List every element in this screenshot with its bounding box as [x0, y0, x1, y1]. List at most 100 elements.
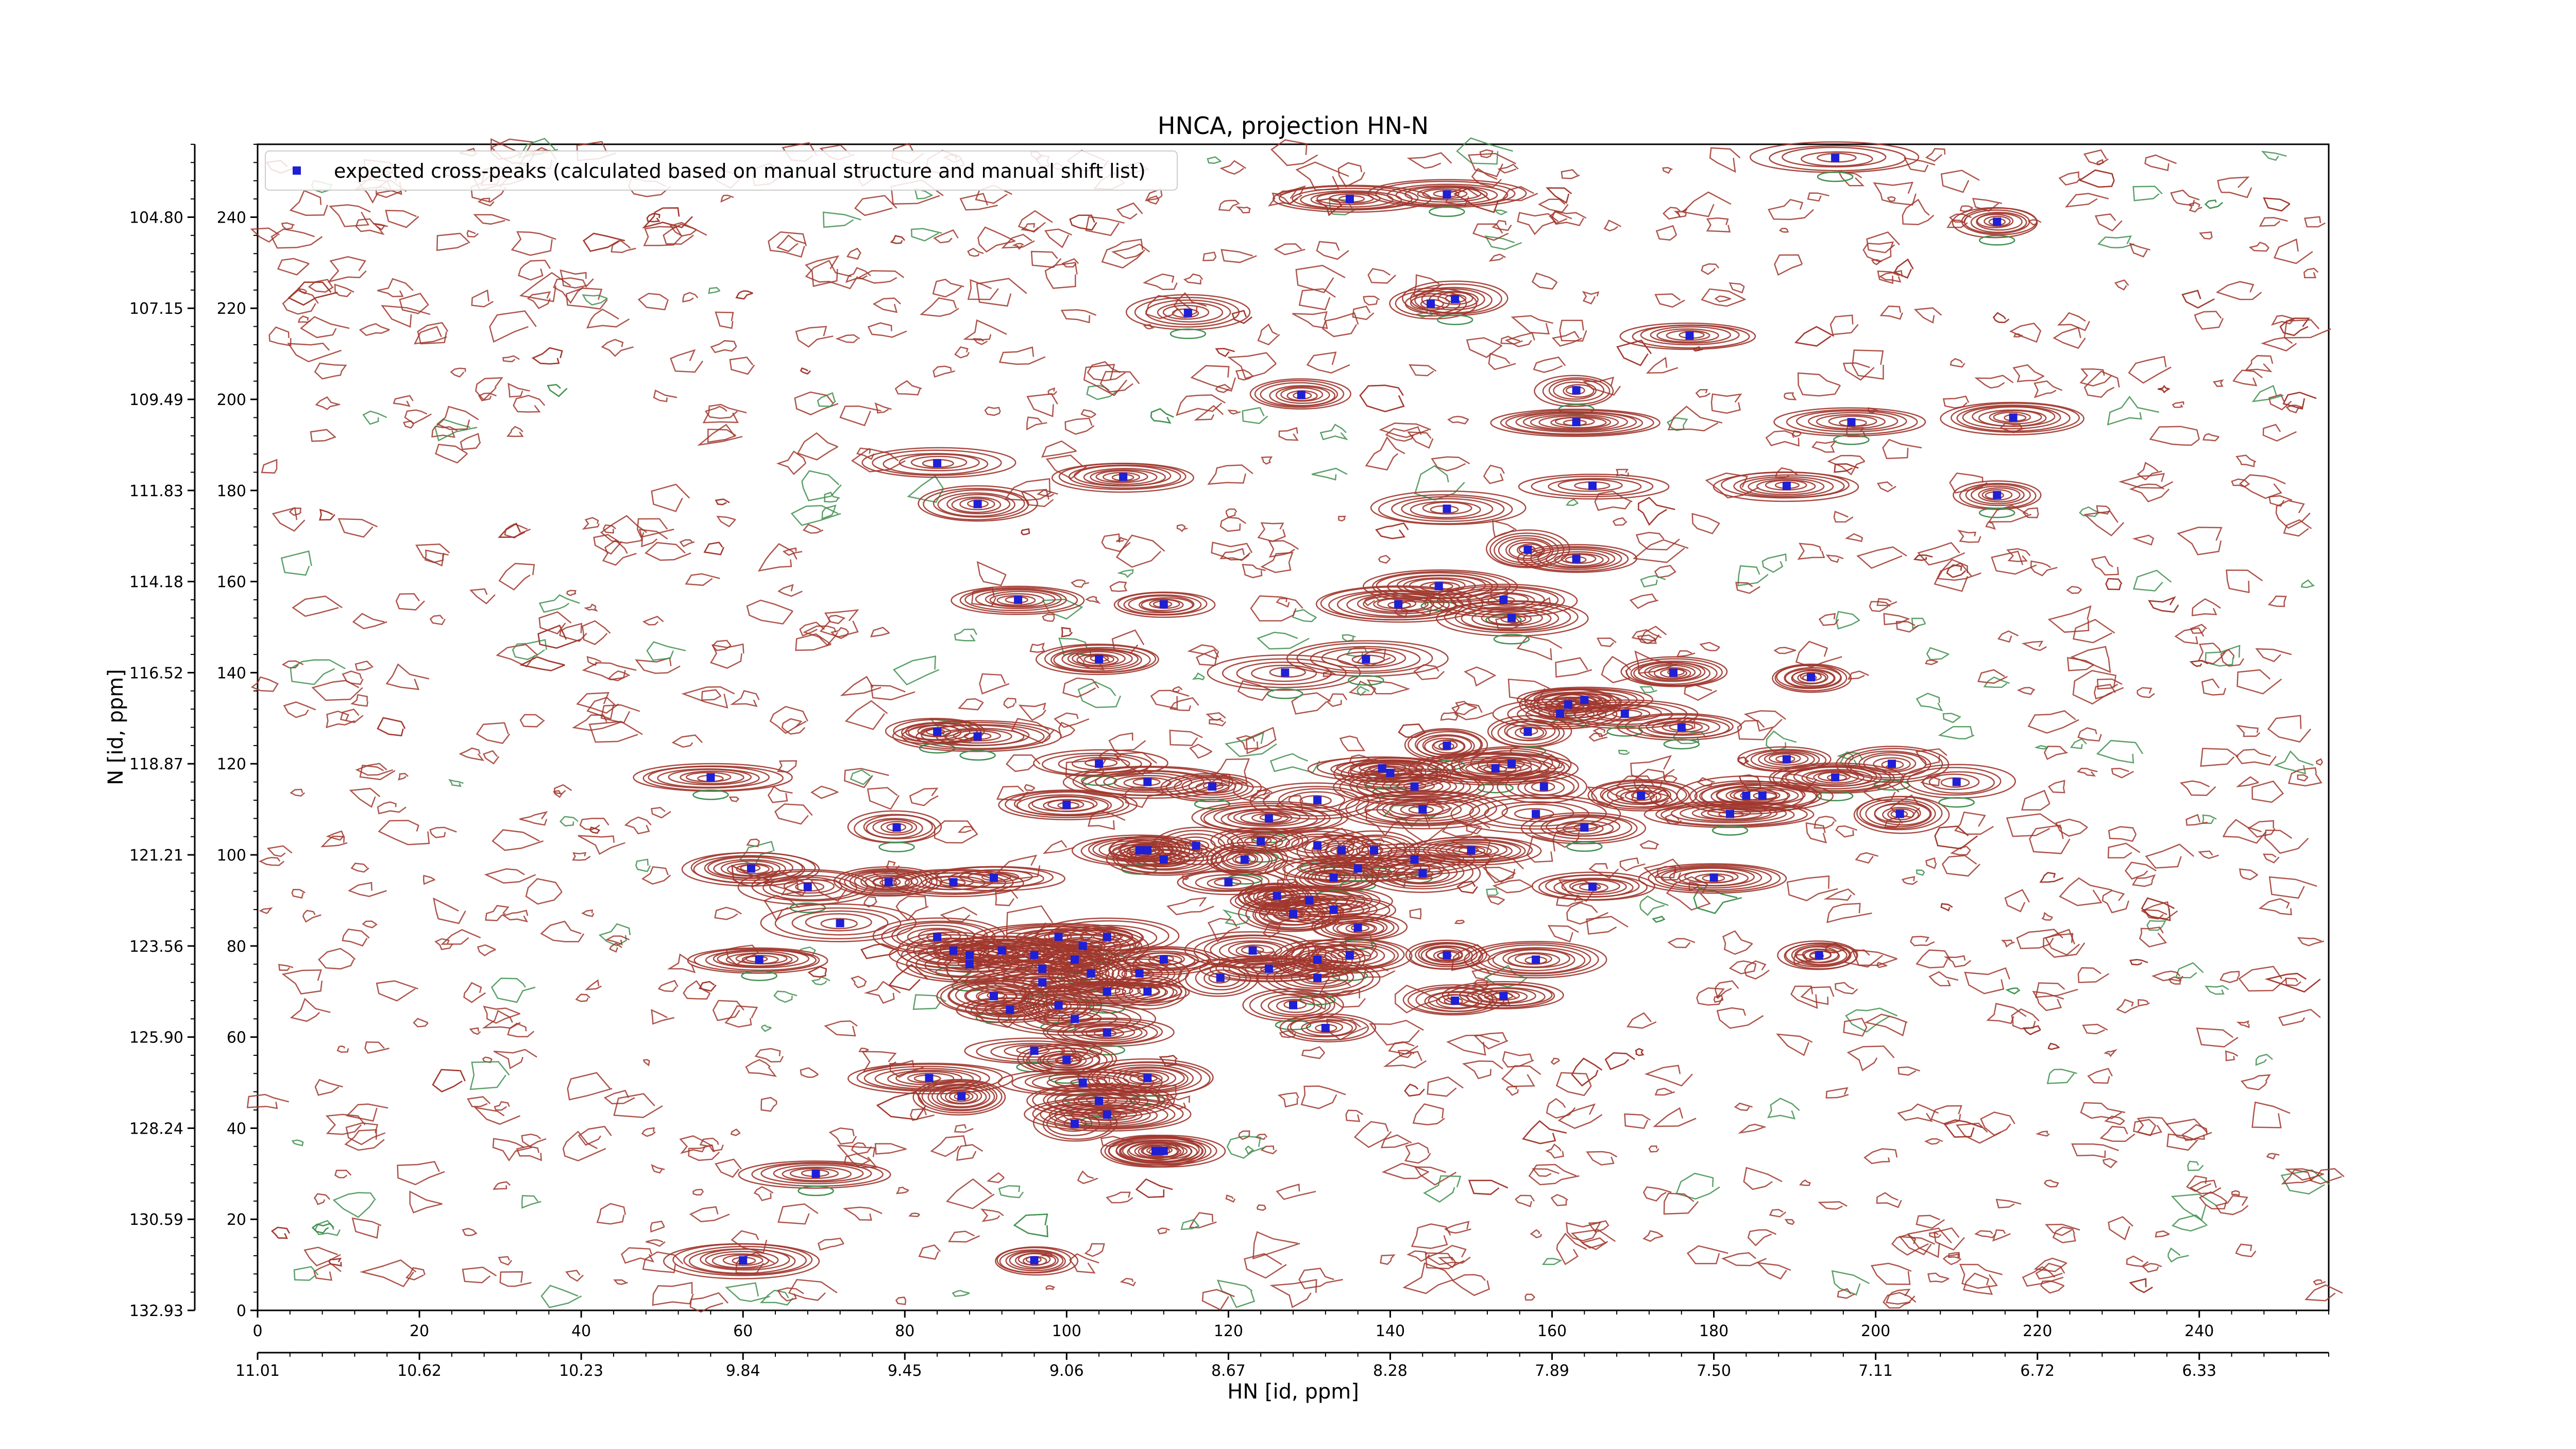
noise-contour [572, 714, 621, 731]
noise-contour [601, 339, 634, 357]
peak-contour-group [1485, 529, 1570, 568]
noise-contour [399, 293, 430, 314]
noise-contour [892, 655, 940, 686]
noise-contour [754, 1048, 784, 1063]
noise-contour [788, 1278, 838, 1301]
cross-peak-marker [884, 878, 893, 887]
noise-contour [1530, 1229, 1543, 1239]
noise-contour [553, 790, 563, 798]
noise-contour [2238, 966, 2287, 992]
peak-contour-ring [1054, 1114, 1093, 1132]
peak-contour-ring [1748, 478, 1825, 496]
noise-contour [1365, 436, 1405, 471]
noise-contour [1838, 171, 1865, 187]
peak-contour-ring [1063, 1105, 1151, 1125]
noise-contour [1571, 1057, 1603, 1087]
cross-peak-marker [1095, 760, 1104, 768]
noise-contour [1250, 595, 1303, 622]
noise-contour [2078, 169, 2115, 188]
noise-contour [2279, 317, 2310, 336]
peak-contour-ring [937, 492, 1015, 517]
noise-contour [302, 909, 321, 923]
cross-peak-marker [1264, 965, 1273, 973]
noise-contour [1024, 784, 1036, 791]
noise-contour [2315, 758, 2324, 766]
legend-label: expected cross-peaks (calculated based o… [334, 160, 1146, 182]
noise-contour [2215, 281, 2262, 300]
noise-contour [2032, 990, 2064, 1012]
noise-contour [289, 507, 302, 516]
noise-contour [1206, 712, 1226, 721]
peak-contour-ring [1076, 653, 1119, 666]
cross-peak-marker [1071, 1015, 1079, 1023]
noise-contour [493, 1181, 511, 1190]
noise-contour [1526, 835, 1555, 863]
cross-peak-marker [1451, 295, 1460, 304]
noise-contour [1111, 243, 1150, 259]
peak-contour-ring [1648, 864, 1781, 892]
noise-contour [250, 676, 279, 692]
peak-contour-group [1773, 407, 1926, 445]
peak-contour-ring [1796, 410, 1907, 433]
noise-contour [1855, 852, 1878, 864]
noise-contour [405, 1267, 426, 1280]
peak-contour-ring [1785, 942, 1852, 968]
noise-contour [1626, 1012, 1657, 1029]
peak-contour-ring [1275, 386, 1330, 404]
peak-contour-ring [1965, 483, 2031, 507]
peak-contour-ring [907, 928, 969, 947]
noise-contour [1316, 241, 1349, 260]
noise-contour [1541, 1258, 1562, 1266]
y-ppm-tick-label: 107.15 [129, 300, 183, 318]
noise-contour [2255, 648, 2292, 662]
noise-contour [1546, 187, 1572, 204]
noise-contour [1466, 337, 1503, 358]
peak-contour-ring [1951, 402, 2080, 433]
noise-contour [2108, 826, 2137, 842]
peak-contour-ring [892, 720, 1062, 752]
noise-contour [2196, 1027, 2239, 1048]
noise-contour [2199, 231, 2213, 240]
cross-peak-marker [1434, 582, 1443, 591]
cross-peak-marker [1313, 973, 1322, 982]
peak-contour-ring [1976, 213, 2023, 231]
noise-contour [584, 979, 602, 990]
peak-contour-ring [1654, 866, 1772, 891]
noise-contour [376, 980, 418, 1002]
peak-contour-ring [1042, 1053, 1087, 1068]
peak-contour-ring [1008, 1003, 1142, 1033]
negative-contour-ring [1938, 797, 1975, 808]
noise-contour [714, 906, 742, 920]
noise-contour [1257, 323, 1280, 346]
cross-peak-marker [1240, 855, 1249, 864]
legend[interactable]: expected cross-peaks (calculated based o… [265, 150, 1178, 191]
cross-peak-marker [1151, 1147, 1160, 1155]
noise-contour [1743, 710, 1786, 732]
peak-contour-ring [1129, 983, 1166, 1000]
noise-contour [1555, 657, 1592, 678]
peak-contour-ring [1240, 811, 1293, 824]
peak-contour-group [1370, 490, 1527, 525]
noise-contour [519, 811, 548, 826]
noise-contour [314, 1079, 343, 1096]
noise-contour [2102, 889, 2129, 914]
noise-contour [803, 625, 839, 646]
cross-peak-marker [949, 878, 958, 887]
noise-contour [2129, 1278, 2153, 1293]
noise-contour [1116, 202, 1143, 220]
cross-peak-marker [1159, 600, 1168, 609]
noise-contour [1835, 982, 1858, 995]
noise-contour [313, 1193, 331, 1205]
noise-contour [1546, 1098, 1576, 1119]
cross-peak-marker [1588, 882, 1597, 891]
peak-contour-ring [789, 1168, 839, 1180]
peak-contour-ring [760, 1162, 872, 1185]
noise-contour [1357, 686, 1370, 697]
noise-contour [1227, 352, 1277, 379]
noise-contour [359, 323, 390, 336]
noise-contour [1492, 220, 1512, 231]
noise-contour [283, 701, 316, 718]
x-tick-label: 40 [571, 1322, 591, 1340]
noise-contour [1500, 335, 1523, 345]
noise-contour [1794, 326, 1835, 347]
